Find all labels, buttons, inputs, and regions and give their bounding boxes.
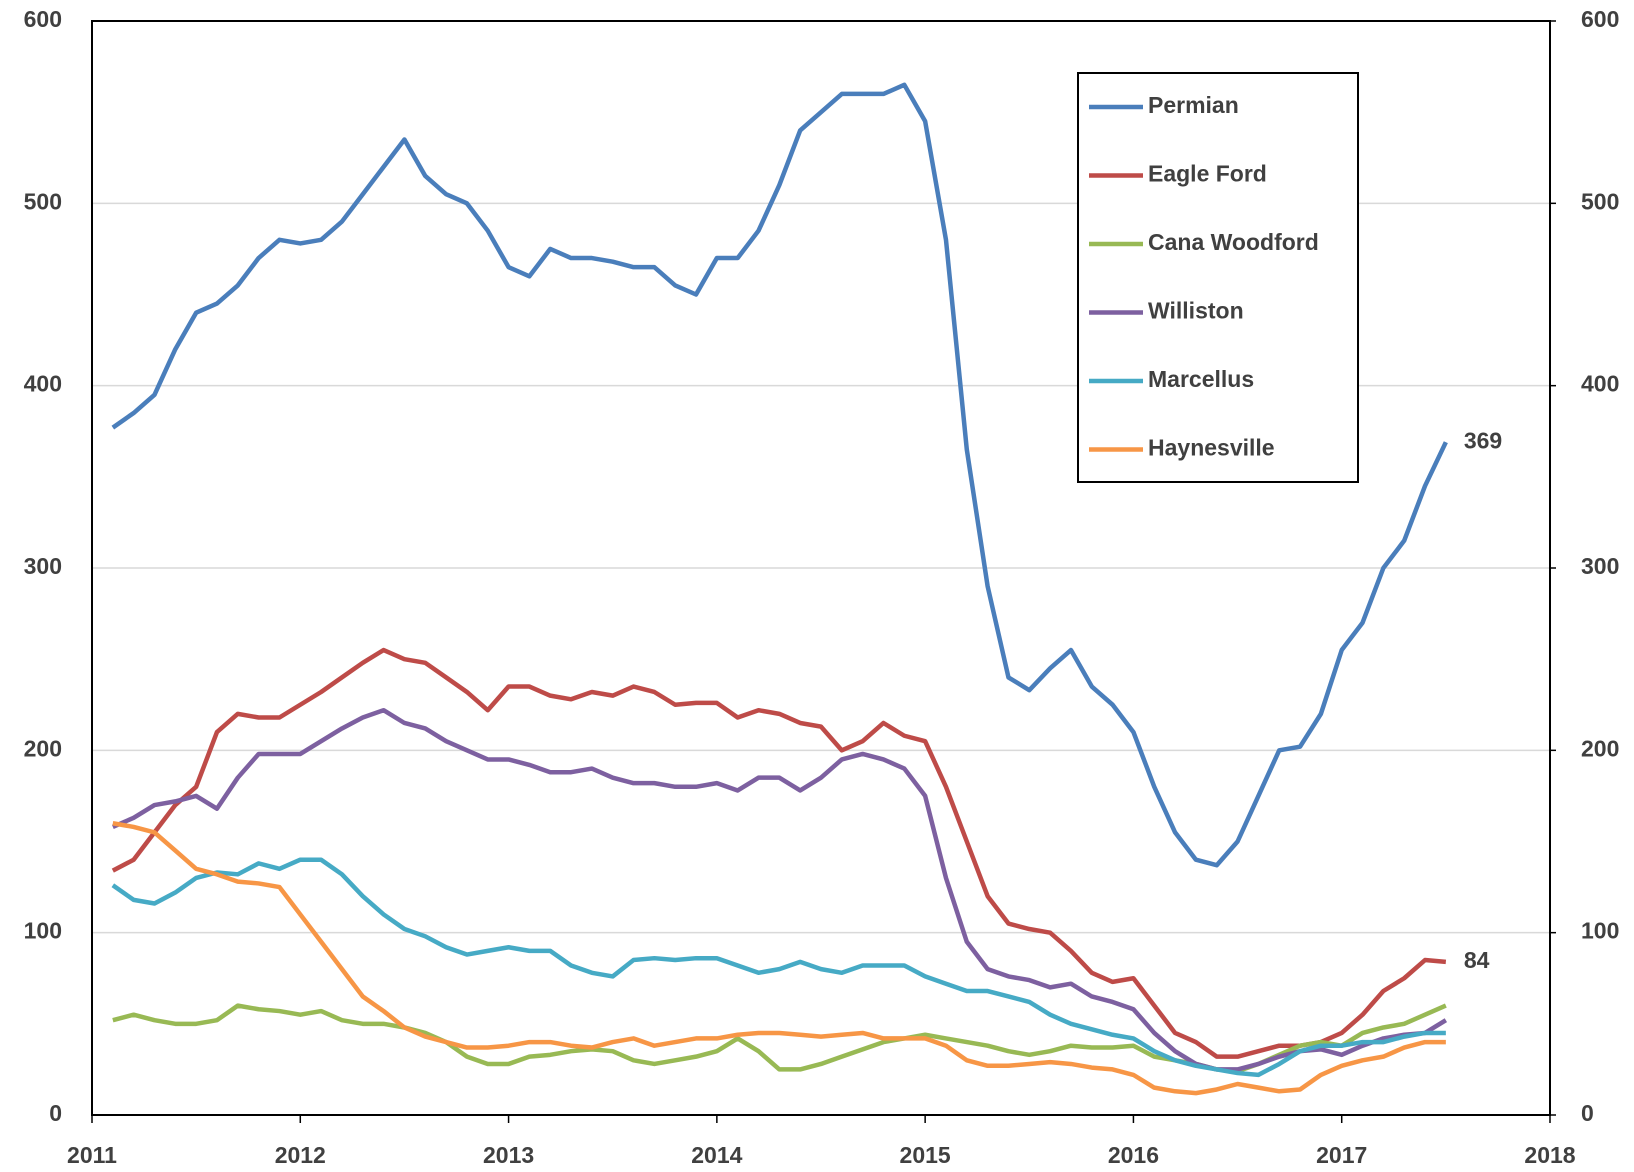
legend-label: Eagle Ford: [1148, 161, 1267, 187]
y2-tick-label: 200: [1581, 735, 1619, 761]
x-tick-label: 2014: [691, 1142, 742, 1168]
legend-box: [1077, 72, 1359, 483]
y-tick-label: 0: [49, 1100, 62, 1126]
y2-tick-label: 300: [1581, 553, 1619, 579]
end-label: 369: [1464, 427, 1502, 453]
x-tick-label: 2015: [900, 1142, 951, 1168]
legend-label: Williston: [1148, 298, 1244, 324]
x-tick-label: 2017: [1316, 1142, 1367, 1168]
y-tick-label: 100: [24, 918, 62, 944]
y2-tick-label: 400: [1581, 371, 1619, 397]
end-label: 84: [1464, 947, 1490, 973]
legend-label: Marcellus: [1148, 366, 1254, 392]
series-line: [111, 857, 1446, 1078]
legend-label: Permian: [1148, 92, 1239, 118]
y2-tick-label: 500: [1581, 188, 1619, 214]
x-tick-label: 2016: [1108, 1142, 1159, 1168]
x-tick-label: 2012: [275, 1142, 326, 1168]
legend-label: Haynesville: [1148, 435, 1275, 461]
series-line: [112, 1003, 1447, 1074]
y-tick-label: 600: [24, 6, 62, 32]
y2-tick-label: 600: [1581, 6, 1619, 32]
plot-frame: [91, 20, 1551, 1116]
y2-tick-label: 100: [1581, 918, 1619, 944]
y-tick-label: 500: [24, 188, 62, 214]
y-tick-label: 200: [24, 735, 62, 761]
series-line: [111, 647, 1447, 1059]
legend-label: Cana Woodford: [1148, 229, 1319, 255]
series-line: [112, 821, 1446, 1096]
x-tick-label: 2013: [483, 1142, 534, 1168]
series-line: [111, 707, 1448, 1072]
x-tick-label: 2011: [67, 1142, 117, 1168]
y2-tick-label: 0: [1581, 1100, 1594, 1126]
legend: Permian Eagle Ford Cana Woodford Williston M…: [1077, 72, 1359, 483]
x-tick-label: 2018: [1524, 1142, 1575, 1168]
series-line: [111, 82, 1448, 868]
y-tick-label: 400: [24, 371, 62, 397]
y-tick-label: 300: [24, 553, 62, 579]
